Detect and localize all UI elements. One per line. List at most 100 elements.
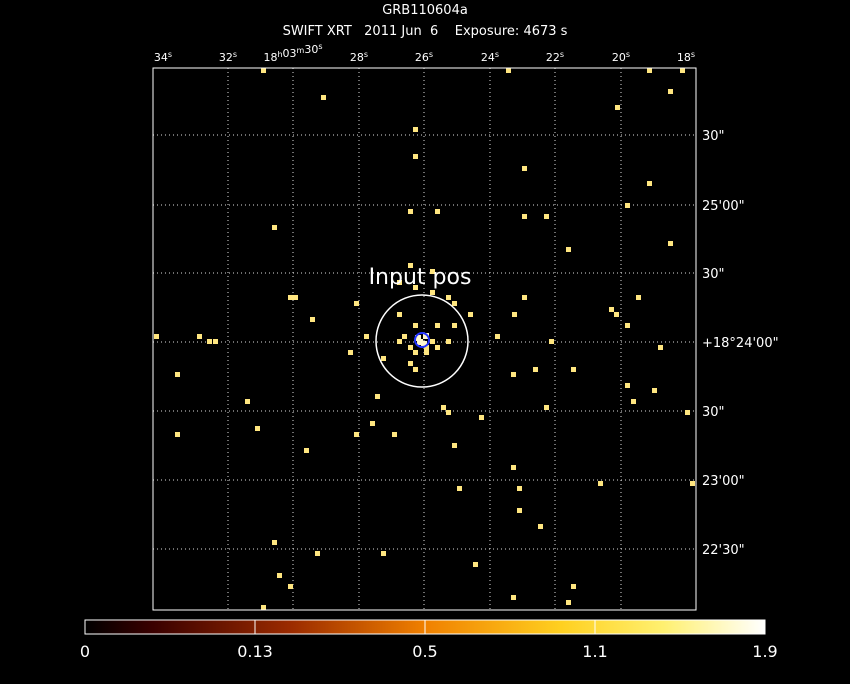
- photon: [272, 225, 277, 230]
- colorbar-label: 0.5: [412, 642, 437, 661]
- photon: [175, 432, 180, 437]
- photon: [517, 486, 522, 491]
- source-region: [375, 294, 469, 388]
- dec-tick-label: +18°24'00": [702, 336, 779, 351]
- photon: [175, 372, 180, 377]
- dec-tick-label: 25'00": [702, 199, 745, 214]
- photon: [348, 350, 353, 355]
- photon: [566, 247, 571, 252]
- grid: [153, 68, 696, 610]
- annotation: Input pos: [369, 265, 472, 290]
- photon: [413, 367, 418, 372]
- photon: [446, 410, 451, 415]
- photon: [668, 89, 673, 94]
- photon: [435, 345, 440, 350]
- photon-events: [154, 68, 695, 610]
- photon: [288, 584, 293, 589]
- photon: [435, 323, 440, 328]
- photon: [424, 345, 429, 350]
- colorbar-label: 1.1: [582, 642, 607, 661]
- photon: [354, 301, 359, 306]
- photon: [615, 105, 620, 110]
- ra-tick-label: 18h03m30s: [263, 42, 322, 64]
- colorbar-labels: 0 0.13 0.5 1.1 1.9: [80, 620, 778, 661]
- photon: [522, 295, 527, 300]
- ra-tick-label: 20s: [612, 50, 630, 64]
- photon: [392, 432, 397, 437]
- photon: [609, 307, 614, 312]
- photon: [430, 269, 435, 274]
- photon: [288, 295, 293, 300]
- dec-tick-label: 30": [702, 267, 725, 282]
- photon: [408, 263, 413, 268]
- photon: [413, 154, 418, 159]
- photon: [473, 562, 478, 567]
- photon: [245, 399, 250, 404]
- photon: [625, 383, 630, 388]
- title: GRB110604a: [382, 3, 468, 18]
- photon: [452, 323, 457, 328]
- photon: [375, 394, 380, 399]
- photon: [511, 372, 516, 377]
- photon: [658, 345, 663, 350]
- ra-tick-label: 34s: [154, 50, 172, 64]
- photon: [631, 399, 636, 404]
- photon: [423, 333, 429, 339]
- ra-tick-label: 22s: [546, 50, 564, 64]
- ra-tick-label: 28s: [350, 50, 368, 64]
- photon: [415, 335, 421, 341]
- photon: [571, 584, 576, 589]
- photon: [154, 334, 159, 339]
- photon: [430, 290, 435, 295]
- photon: [511, 595, 516, 600]
- photon: [495, 334, 500, 339]
- photon: [652, 388, 657, 393]
- photon: [255, 426, 260, 431]
- dec-tick-label: 23'00": [702, 474, 745, 489]
- photon: [408, 209, 413, 214]
- ra-tick-label: 32s: [219, 50, 237, 64]
- colorbar-label: 1.9: [752, 642, 777, 661]
- photon: [614, 312, 619, 317]
- photon: [544, 214, 549, 219]
- colorbar-label: 0: [80, 642, 90, 661]
- error-circle: [414, 332, 430, 348]
- photon: [647, 68, 652, 73]
- photon: [680, 68, 685, 73]
- plot-frame: [152, 67, 697, 611]
- photon: [647, 181, 652, 186]
- photon: [397, 339, 402, 344]
- photon: [213, 339, 218, 344]
- photon: [413, 285, 418, 290]
- photon: [413, 127, 418, 132]
- photon: [511, 465, 516, 470]
- photon: [402, 334, 407, 339]
- photon: [435, 209, 440, 214]
- photon: [452, 443, 457, 448]
- photon: [413, 323, 418, 328]
- photon: [354, 432, 359, 437]
- ra-tick-label: 24s: [481, 50, 499, 64]
- photon: [293, 295, 298, 300]
- photon: [397, 280, 402, 285]
- colorbar-label: 0.13: [237, 642, 273, 661]
- photon: [430, 339, 435, 344]
- photon: [544, 405, 549, 410]
- photon: [272, 540, 277, 545]
- photon: [261, 68, 266, 73]
- photon: [522, 214, 527, 219]
- photon: [424, 350, 429, 355]
- photon: [408, 345, 413, 350]
- photon: [506, 68, 511, 73]
- photon: [625, 203, 630, 208]
- photon: [408, 361, 413, 366]
- photon: [370, 421, 375, 426]
- ra-tick-label: 18s: [677, 50, 695, 64]
- photon: [304, 448, 309, 453]
- photon: [549, 339, 554, 344]
- photon: [381, 356, 386, 361]
- photon: [381, 551, 386, 556]
- photon: [512, 312, 517, 317]
